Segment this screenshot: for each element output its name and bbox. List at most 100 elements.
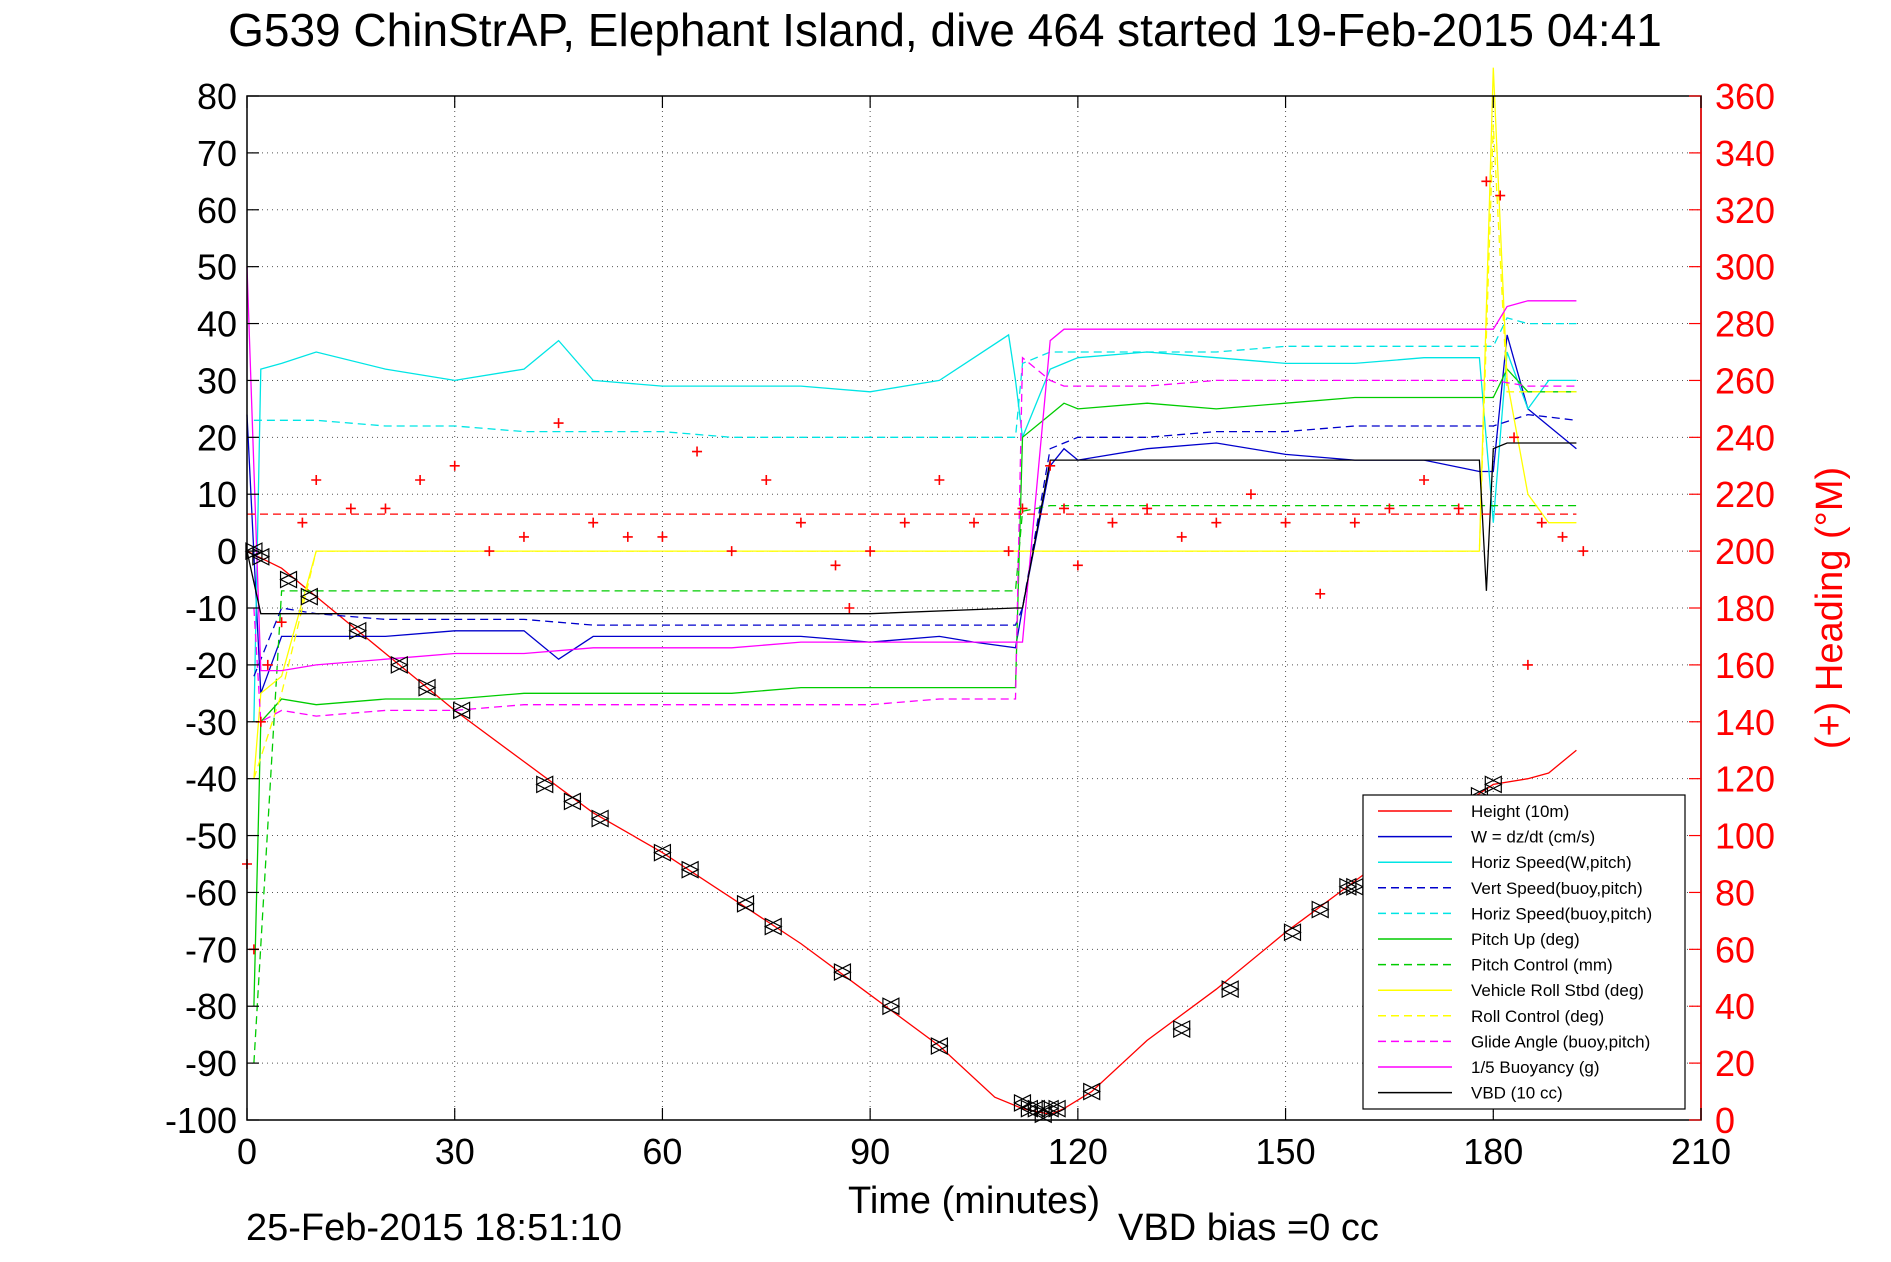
- heading-point: [865, 546, 876, 557]
- heading-point: [380, 503, 391, 514]
- triangle-marker: [1338, 877, 1358, 896]
- triangle-marker: [1220, 980, 1240, 999]
- triangle-marker: [763, 917, 783, 936]
- triangle-marker: [1310, 900, 1330, 919]
- triangle-marker: [563, 792, 582, 811]
- legend-box: [1362, 794, 1686, 1110]
- triangle-marker: [833, 963, 852, 982]
- x-axis-label: Time (minutes): [848, 1180, 1100, 1222]
- y-tick-label: 60: [197, 190, 237, 231]
- triangle-marker: [1082, 1082, 1102, 1101]
- heading-point: [622, 531, 633, 542]
- heading-point: [899, 517, 910, 528]
- y-tick-label: 0: [217, 531, 237, 572]
- y-tick-label: -50: [185, 816, 237, 857]
- heading-point: [262, 659, 273, 670]
- x-tick-label: 150: [1256, 1131, 1316, 1172]
- plot-area: 80706050403020100-10-20-30-40-50-60-70-8…: [165, 67, 1775, 1172]
- right-tick-label: 40: [1715, 986, 1755, 1027]
- heading-point: [726, 546, 737, 557]
- right-tick-label: 360: [1715, 76, 1775, 117]
- right-y-axis-label: (+) Heading (°M): [1809, 467, 1851, 749]
- heading-point: [844, 603, 855, 613]
- y-tick-label: 10: [197, 474, 237, 515]
- triangle-marker: [535, 775, 555, 794]
- heading-point: [1045, 460, 1056, 471]
- x-tick-label: 90: [850, 1131, 890, 1172]
- heading-point: [795, 517, 806, 528]
- y-tick-label: -40: [185, 759, 237, 800]
- y-tick-label: 30: [197, 360, 237, 401]
- right-tick-label: 300: [1715, 247, 1775, 288]
- heading-point: [415, 475, 426, 485]
- left-y-axis: 80 70 60 50 40 30 20 10 0 -10 -20 -30 -40 -50 -60 -70 -8…: [165, 76, 259, 1141]
- legend-label: Pitch Up (deg): [1471, 930, 1580, 949]
- right-tick-label: 60: [1715, 929, 1755, 970]
- heading-point: [934, 475, 945, 485]
- chart-title: G539 ChinStrAP, Elephant Island, dive 46…: [228, 4, 1662, 56]
- y-tick-label: 50: [197, 247, 237, 288]
- heading-point: [1481, 176, 1492, 187]
- heading-point: [1059, 503, 1070, 514]
- triangle-marker: [1040, 1099, 1060, 1118]
- legend-label: Height (10m): [1471, 802, 1569, 821]
- triangle-marker: [1020, 1099, 1039, 1118]
- right-tick-label: 20: [1715, 1043, 1755, 1084]
- heading-point: [553, 418, 564, 429]
- heading-point: [1280, 517, 1291, 528]
- triangle-marker-layer: [244, 542, 1503, 1124]
- series-line-4: [253, 317, 1577, 438]
- legend: Height (10m) W = dz/dt (cm/s) Horiz Speed(…: [1362, 794, 1686, 1110]
- heading-point: [297, 517, 308, 528]
- heading-point: [276, 617, 287, 628]
- heading-point: [1536, 517, 1547, 528]
- heading-point: [311, 475, 322, 485]
- right-tick-label: 240: [1715, 417, 1775, 458]
- legend-label: Horiz Speed(W,pitch): [1471, 853, 1632, 872]
- right-tick-label: 320: [1715, 190, 1775, 231]
- series-layer: [242, 67, 1589, 1115]
- triangle-marker: [299, 587, 319, 606]
- right-tick-label: 140: [1715, 702, 1775, 743]
- series-line-11: [246, 442, 1577, 615]
- heading-point: [1522, 659, 1533, 670]
- y-tick-label: -60: [185, 872, 237, 913]
- triangle-marker: [279, 570, 298, 589]
- triangle-marker: [251, 547, 271, 566]
- triangle-marker: [590, 809, 610, 828]
- y-tick-label: 40: [197, 304, 237, 345]
- right-y-axis: 3603403203002802602402202001801601401201…: [1689, 76, 1775, 1141]
- y-tick-label: -20: [185, 645, 237, 686]
- x-tick-label: 210: [1671, 1131, 1731, 1172]
- triangle-marker: [348, 621, 368, 640]
- triangle-marker: [881, 997, 901, 1016]
- right-tick-label: 260: [1715, 360, 1775, 401]
- footer-vbd-bias: VBD bias =0 cc: [1118, 1207, 1379, 1249]
- y-tick-label: 20: [197, 417, 237, 458]
- y-tick-label: -90: [185, 1043, 237, 1084]
- triangle-marker: [1013, 1093, 1032, 1112]
- heading-point: [1509, 432, 1520, 443]
- heading-point: [345, 503, 356, 514]
- x-tick-label: 0: [237, 1131, 257, 1172]
- right-tick-label: 0: [1715, 1100, 1735, 1141]
- legend-label: Glide Angle (buoy,pitch): [1471, 1032, 1650, 1051]
- heading-point: [484, 546, 495, 557]
- y-tick-label: 80: [197, 76, 237, 117]
- triangle-marker: [452, 701, 471, 720]
- heading-point: [1142, 503, 1153, 514]
- y-tick-label: 70: [197, 133, 237, 174]
- heading-point: [657, 531, 668, 542]
- y-tick-label: -30: [185, 702, 237, 743]
- y-tick-label: -100: [165, 1100, 237, 1141]
- heading-point: [449, 460, 460, 471]
- triangle-marker: [1047, 1099, 1067, 1118]
- heading-point: [1495, 190, 1506, 201]
- legend-label: Vehicle Roll Stbd (deg): [1471, 981, 1644, 1000]
- series-line-3: [253, 413, 1577, 677]
- legend-label: VBD (10 cc): [1471, 1084, 1563, 1103]
- heading-point: [1578, 546, 1589, 557]
- heading-point: [1211, 517, 1222, 528]
- legend-label: 1/5 Buoyancy (g): [1471, 1058, 1600, 1077]
